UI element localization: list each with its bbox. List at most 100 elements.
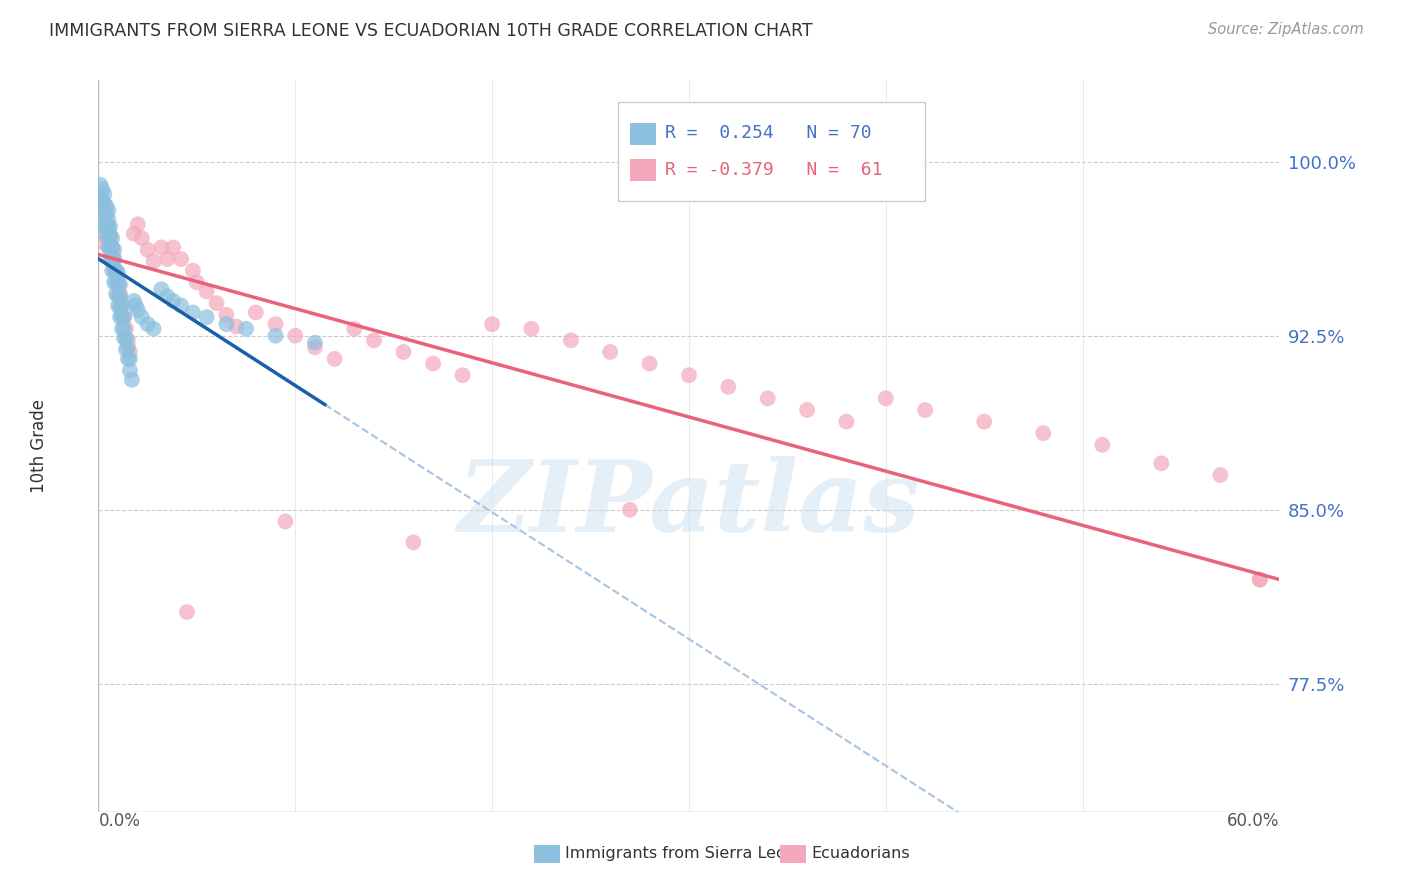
Point [98,228,121,243]
Point [103,263,125,277]
Point [451,368,474,383]
Point [973,415,995,429]
Point [105,286,128,301]
Point [122,293,145,308]
Text: Ecuadorians: Ecuadorians [811,847,910,861]
Point [97,240,120,254]
Point [115,331,138,345]
Point [105,275,128,289]
Bar [630,160,655,181]
Point [107,266,129,280]
Point [392,345,415,359]
Point [914,403,936,417]
Point [118,363,141,377]
Point [142,322,165,336]
Point [103,252,125,266]
Point [520,322,543,336]
Point [131,231,153,245]
Point [156,289,179,303]
Text: R =  0.254   N = 70: R = 0.254 N = 70 [665,124,872,142]
Point [136,317,159,331]
Point [1249,573,1271,587]
Point [127,303,149,318]
Point [264,328,287,343]
Point [181,263,204,277]
Point [599,345,621,359]
Point [122,227,145,241]
Point [422,357,444,371]
Point [186,275,208,289]
Point [101,263,124,277]
Point [115,343,138,357]
Point [107,277,129,292]
Point [107,299,129,313]
Point [875,392,897,406]
Point [101,231,124,245]
Point [98,252,121,266]
Point [796,403,818,417]
Point [105,263,128,277]
Point [343,322,366,336]
Point [323,351,346,366]
Point [195,285,218,299]
Point [96,199,118,213]
Point [117,340,139,354]
Point [131,310,153,325]
Point [619,503,641,517]
Point [127,217,149,231]
Text: IMMIGRANTS FROM SIERRA LEONE VS ECUADORIAN 10TH GRADE CORRELATION CHART: IMMIGRANTS FROM SIERRA LEONE VS ECUADORI… [49,22,813,40]
Text: ZIPatlas: ZIPatlas [458,457,920,553]
Point [93,196,115,211]
Point [235,322,257,336]
Point [105,263,128,277]
Point [162,293,184,308]
Point [304,340,326,354]
Point [150,282,173,296]
Point [108,310,131,325]
Point [112,310,135,325]
Point [170,252,193,266]
Point [195,310,218,325]
Point [756,392,779,406]
Point [111,299,134,313]
Point [112,310,135,325]
Point [274,515,297,529]
Point [560,334,582,348]
Point [215,308,238,322]
Point [89,189,111,203]
Point [1150,457,1173,471]
Point [103,252,125,266]
Point [108,286,131,301]
Point [93,208,115,222]
Point [107,275,129,289]
Point [678,368,700,383]
Point [225,319,247,334]
Point [98,240,121,254]
Point [638,357,661,371]
Point [111,310,134,325]
Point [264,317,287,331]
Point [97,203,120,218]
Point [1032,426,1054,441]
Point [117,334,139,348]
Point [1249,573,1271,587]
Point [91,205,114,219]
Point [112,322,135,336]
Point [156,252,179,266]
Text: Immigrants from Sierra Leone: Immigrants from Sierra Leone [565,847,806,861]
Point [103,243,125,257]
Point [107,289,129,303]
Point [136,243,159,257]
Point [304,335,326,350]
Point [98,228,121,243]
Point [363,334,385,348]
Point [125,299,148,313]
Point [118,351,141,366]
Point [93,235,115,250]
Point [96,208,118,222]
Point [245,305,267,319]
Point [97,219,120,234]
Point [108,301,131,315]
Point [97,231,120,245]
Point [284,328,307,343]
